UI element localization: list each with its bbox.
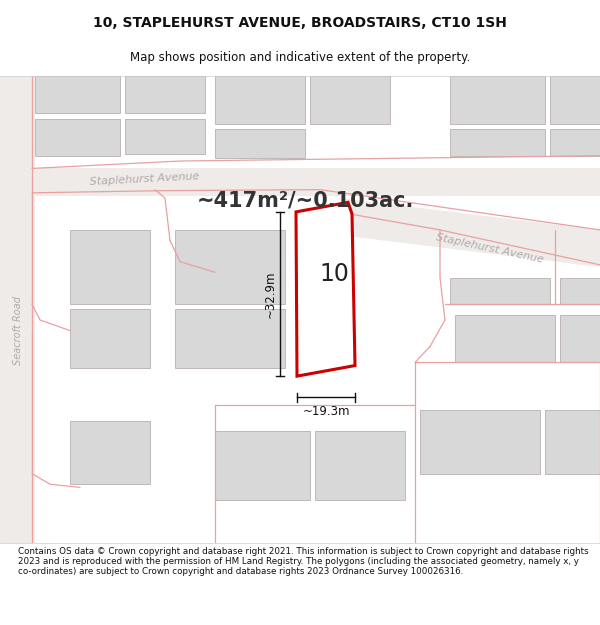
Polygon shape [215,76,305,124]
Polygon shape [125,119,205,154]
Text: Staplehurst Avenue: Staplehurst Avenue [90,171,200,187]
Polygon shape [560,314,600,362]
Text: Seacroft Road: Seacroft Road [13,296,23,365]
Polygon shape [70,309,150,368]
Polygon shape [545,410,600,474]
Polygon shape [455,314,555,362]
Text: 10: 10 [320,262,350,286]
Text: Map shows position and indicative extent of the property.: Map shows position and indicative extent… [130,51,470,64]
Polygon shape [340,198,600,267]
Polygon shape [215,129,305,158]
Polygon shape [450,129,545,156]
Polygon shape [296,202,355,376]
Polygon shape [35,119,120,156]
Text: 10, STAPLEHURST AVENUE, BROADSTAIRS, CT10 1SH: 10, STAPLEHURST AVENUE, BROADSTAIRS, CT1… [93,16,507,30]
Polygon shape [550,76,600,124]
Polygon shape [310,76,390,124]
Polygon shape [35,76,120,113]
Polygon shape [175,230,285,304]
Polygon shape [175,309,285,368]
Polygon shape [560,278,600,304]
Text: ~417m²/~0.103ac.: ~417m²/~0.103ac. [196,190,413,210]
Polygon shape [215,431,310,500]
Text: ~19.3m: ~19.3m [302,404,350,418]
Text: Contains OS data © Crown copyright and database right 2021. This information is : Contains OS data © Crown copyright and d… [18,547,589,576]
Polygon shape [450,76,545,124]
Text: ~32.9m: ~32.9m [263,270,277,318]
Polygon shape [450,278,550,304]
Polygon shape [420,410,540,474]
Polygon shape [315,431,405,500]
Polygon shape [70,421,150,484]
Polygon shape [125,76,205,113]
Polygon shape [0,169,600,196]
Text: Staplehurst Avenue: Staplehurst Avenue [435,232,545,265]
Polygon shape [0,76,35,542]
Polygon shape [550,129,600,156]
Polygon shape [70,230,150,304]
